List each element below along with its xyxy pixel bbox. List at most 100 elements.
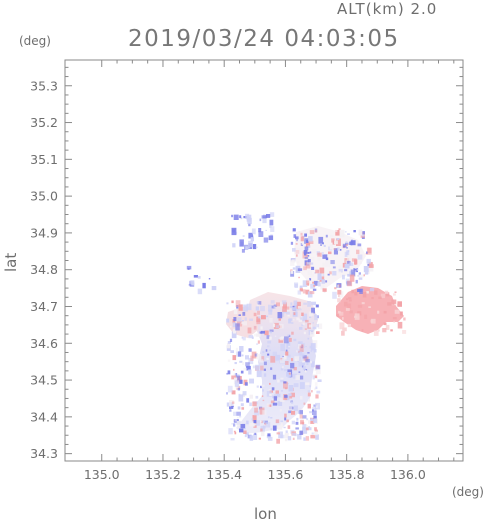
echo-cell: [258, 437, 261, 440]
echo-cell: [310, 418, 314, 421]
echo-cell: [261, 356, 265, 361]
echo-cell: [307, 392, 311, 397]
echo-cell: [239, 360, 243, 363]
echo-cell: [304, 252, 307, 256]
echo-cell: [323, 290, 326, 293]
echo-cell: [298, 371, 301, 373]
echo-cell: [270, 226, 275, 232]
echo-cell: [335, 230, 340, 236]
echo-cell: [293, 405, 298, 411]
echo-cell: [307, 270, 312, 275]
echo-cell: [306, 280, 310, 286]
echo-cell: [240, 370, 244, 374]
echo-cell: [307, 255, 310, 257]
echo-cell: [330, 234, 334, 238]
echo-cell: [336, 238, 341, 246]
echo-cell: [338, 268, 343, 273]
echo-cell: [394, 309, 400, 314]
echo-cell: [266, 357, 269, 360]
echo-cell: [248, 232, 253, 239]
echo-cell: [253, 433, 258, 440]
echo-cell: [337, 289, 342, 295]
echo-cell: [362, 231, 365, 235]
echo-cell: [392, 317, 397, 320]
echo-cell: [233, 373, 236, 376]
echo-cell: [226, 372, 229, 375]
echo-cell: [292, 437, 295, 440]
echo-cell: [288, 410, 292, 414]
echo-cell: [248, 222, 251, 227]
echo-cell: [347, 233, 350, 235]
echo-cell: [278, 318, 281, 321]
echo-cell: [356, 268, 359, 271]
echo-cell: [295, 421, 299, 425]
echo-cell: [357, 311, 362, 316]
echo-cell: [238, 393, 241, 397]
echo-cell: [382, 328, 387, 333]
echo-cell: [353, 230, 356, 233]
echo-cell: [226, 392, 228, 395]
echo-cell: [237, 317, 242, 323]
echo-cell: [364, 272, 369, 275]
echo-cell: [368, 265, 374, 272]
echo-cell: [333, 248, 336, 250]
echo-cell: [279, 409, 282, 412]
echo-cell: [226, 302, 229, 305]
echo-cell: [369, 288, 375, 292]
echo-cell: [259, 407, 265, 415]
echo-cell: [277, 425, 283, 430]
echo-cell: [229, 325, 232, 328]
echo-cell: [311, 307, 315, 314]
echo-cell: [305, 242, 311, 248]
echo-cell: [241, 322, 244, 325]
echo-cell: [234, 377, 238, 381]
echo-cell: [294, 356, 300, 361]
echo-cell: [347, 273, 351, 277]
echo-region-east: [336, 286, 404, 334]
y-axis-ticks: 34.3 34.4 34.5 34.6 34.7 34.8 34.9 35.0 35.1 35.2…: [30, 66, 463, 461]
echo-cell: [264, 422, 267, 426]
echo-cell: [311, 301, 316, 306]
echo-cell: [338, 271, 341, 274]
echo-cell: [303, 331, 306, 335]
echo-cell: [336, 238, 340, 240]
echo-cell: [301, 362, 305, 366]
echo-cell: [280, 301, 284, 307]
echo-cell: [269, 349, 271, 352]
echo-cell: [202, 282, 206, 289]
echo-cell: [288, 318, 292, 324]
echo-cell: [321, 273, 324, 277]
y-tick-label: 34.8: [30, 262, 58, 277]
echo-cell: [299, 345, 304, 352]
echo-cell: [263, 373, 267, 377]
echo-cell: [244, 434, 247, 438]
echo-cell: [236, 411, 241, 416]
echo-cell: [349, 262, 354, 266]
echo-cell: [267, 340, 272, 344]
echo-cell: [305, 382, 310, 386]
echo-cell: [232, 355, 237, 361]
echo-cell: [323, 244, 326, 247]
echo-cell: [238, 304, 243, 311]
echo-cell: [292, 373, 297, 379]
echo-cell: [262, 410, 267, 416]
echo-cell: [403, 317, 406, 321]
echo-cell: [237, 420, 241, 427]
echo-cell: [242, 336, 246, 341]
echo-cell: [211, 286, 217, 291]
echo-cell: [270, 367, 273, 370]
echo-cell: [287, 340, 291, 346]
echo-cell: [235, 323, 240, 331]
echo-cell: [357, 243, 362, 247]
echo-cell: [226, 343, 231, 349]
echo-cell: [282, 366, 284, 369]
echo-cell: [291, 410, 296, 415]
echo-cell: [286, 372, 292, 377]
echo-cell: [329, 271, 332, 275]
echo-cell: [353, 268, 358, 273]
echo-cell: [269, 219, 274, 226]
echo-cell: [290, 241, 294, 245]
echo-cell: [313, 415, 317, 419]
echo-cell: [298, 318, 303, 323]
